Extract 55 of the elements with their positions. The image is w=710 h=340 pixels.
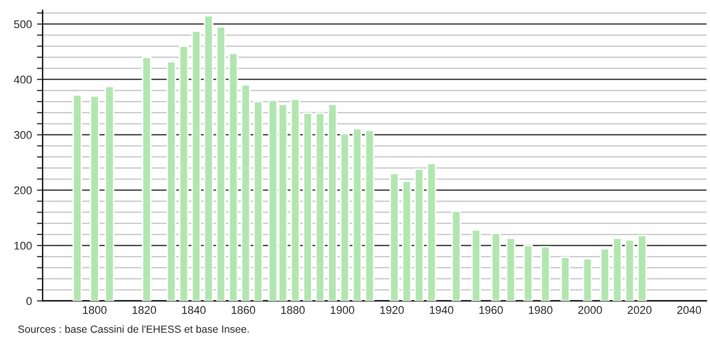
bar	[240, 84, 250, 301]
y-tick-label: 400	[14, 76, 32, 84]
bar	[204, 15, 214, 301]
bar	[72, 94, 82, 301]
bar	[364, 130, 374, 301]
x-tick-label: 1820	[132, 306, 156, 314]
bar	[523, 244, 533, 301]
x-tick-label: 1840	[182, 306, 206, 314]
bar	[179, 45, 189, 301]
bar	[414, 168, 424, 301]
x-tick-label: 2020	[628, 306, 652, 314]
source-note: Sources : base Cassini de l'EHESS et base Insee.	[18, 325, 249, 333]
x-tick-label: 2040	[677, 306, 702, 314]
x-tick-label: 1920	[380, 306, 404, 314]
bar	[390, 172, 400, 301]
bar	[166, 61, 176, 301]
x-tick-label: 2000	[578, 306, 602, 314]
bar	[600, 248, 610, 301]
x-tick-label: 1960	[479, 306, 503, 314]
bar	[104, 86, 114, 301]
x-tick-label: 1860	[232, 306, 256, 314]
bar	[216, 26, 226, 301]
bar	[582, 258, 592, 301]
bar	[328, 104, 338, 301]
bar	[491, 232, 501, 301]
x-tick-label: 1900	[330, 306, 354, 314]
bar	[540, 246, 550, 301]
y-tick-label: 500	[14, 20, 32, 28]
bar	[426, 162, 436, 301]
bar	[560, 256, 570, 301]
x-tick-label: 1800	[83, 306, 107, 314]
bar	[191, 30, 201, 301]
bar	[290, 98, 300, 301]
bar	[506, 238, 516, 301]
y-tick-label: 300	[14, 131, 32, 139]
bar	[90, 95, 100, 301]
bar	[228, 52, 238, 301]
y-tick-label: 100	[14, 242, 32, 250]
y-tick-label: 0	[26, 297, 32, 306]
x-tick-label: 1980	[528, 306, 552, 314]
bar	[612, 238, 622, 301]
bar	[471, 229, 481, 301]
x-tick-label: 1940	[430, 306, 454, 314]
bar	[142, 56, 152, 301]
bar	[315, 112, 325, 301]
bar	[352, 128, 362, 301]
bar	[624, 239, 634, 301]
bar	[637, 234, 647, 301]
bar	[451, 210, 462, 301]
bar	[253, 100, 263, 301]
y-tick-label: 200	[14, 186, 32, 194]
x-tick-label: 1880	[281, 306, 305, 314]
bar	[340, 132, 350, 301]
bar	[402, 180, 412, 301]
bar	[302, 112, 312, 301]
